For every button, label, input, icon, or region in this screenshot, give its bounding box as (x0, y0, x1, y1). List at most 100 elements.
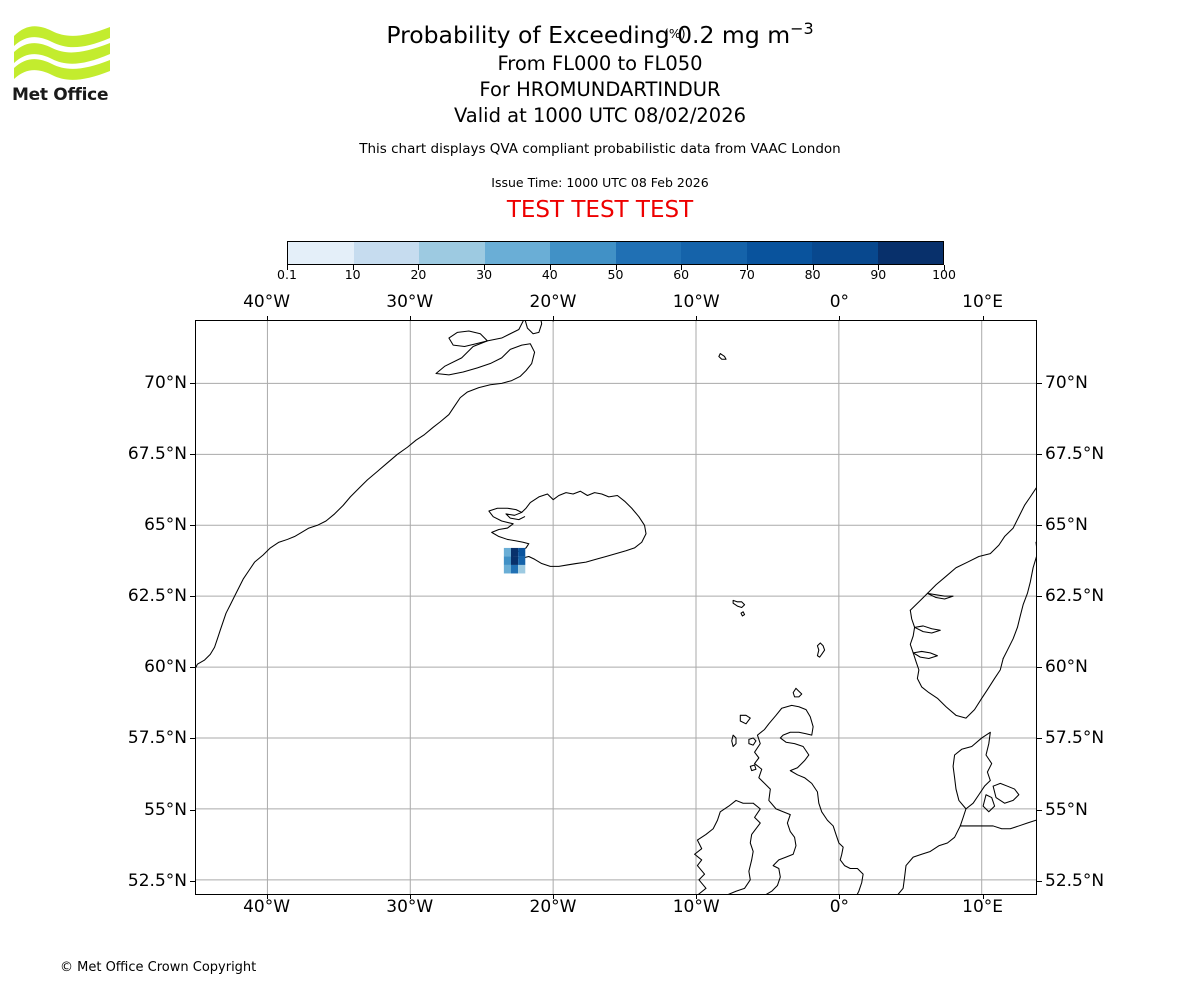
lon-tick-bottom (839, 895, 841, 899)
colorbar-band-5 (615, 242, 681, 264)
colorbar-tick (549, 265, 551, 270)
coastline-segment (524, 321, 543, 335)
lat-label-right: 52.5°N (1045, 870, 1105, 891)
coastline-segment (731, 734, 737, 748)
lat-label-left: 52.5°N (127, 870, 187, 891)
lat-label-left: 65°N (144, 514, 187, 535)
lon-tick-top (552, 316, 554, 320)
lat-tick-right (1037, 453, 1042, 455)
lon-tick-top (982, 316, 984, 320)
coastline-segment (694, 799, 761, 894)
coastline-segment (739, 714, 751, 725)
lon-tick-bottom (266, 895, 268, 899)
coastline-segment (952, 731, 993, 810)
plume-cell (511, 556, 519, 565)
colorbar-band-1 (353, 242, 419, 264)
lat-tick-left (190, 596, 195, 598)
lat-tick-left (190, 524, 195, 526)
coastline-segment (909, 609, 1004, 719)
lat-tick-right (1037, 738, 1042, 740)
colorbar-band-0 (288, 242, 354, 264)
lon-label-top: 30°W (386, 292, 434, 312)
lon-label-top: 20°W (529, 292, 577, 312)
lat-tick-left (190, 667, 195, 669)
coastline-segment (792, 687, 803, 698)
coastline-segment (912, 650, 938, 660)
lat-tick-right (1037, 880, 1042, 882)
issue-time: Issue Time: 1000 UTC 08 Feb 2026 (491, 175, 709, 190)
coastline-segment (1002, 541, 1036, 660)
colorbar-tick-labels: 0.1 10 20 30 40 50 60 70 80 90 100 (277, 267, 956, 285)
colorbar-ticks (287, 265, 945, 283)
colorbar-tick-label: 80 (804, 267, 821, 282)
coastline-segment (740, 611, 746, 617)
coastline-segment (718, 353, 727, 360)
plume-cell (511, 547, 519, 557)
coastline-segment (749, 764, 757, 772)
plume-cell (518, 556, 526, 565)
lon-label-bottom: 40°W (243, 897, 291, 917)
plume-cell (503, 564, 511, 574)
lat-tick-right (1037, 596, 1042, 598)
title-main-text: Probability of Exceeding 0.2 mg m (386, 21, 791, 49)
colorbar-tick-label: 30 (476, 267, 493, 282)
colorbar-band-7 (746, 242, 812, 264)
lat-tick-right (1037, 809, 1042, 811)
lat-tick-right (1037, 667, 1042, 669)
map-canvas (196, 321, 1036, 894)
lon-tick-bottom (409, 895, 411, 899)
colorbar-tick-label: 60 (673, 267, 690, 282)
colorbar-tick (746, 265, 748, 270)
plume-cell (503, 556, 511, 565)
map-plot-area[interactable] (195, 320, 1037, 895)
coastline-segment (748, 737, 757, 746)
coastline-segment (992, 782, 1020, 804)
colorbar-band-8 (812, 242, 878, 264)
coastline-segment (448, 330, 488, 348)
lat-tick-left (190, 382, 195, 384)
plume-cell (511, 564, 519, 574)
lon-label-bottom: 30°W (386, 897, 434, 917)
lat-tick-left (190, 809, 195, 811)
lon-tick-top (409, 316, 411, 320)
lat-tick-left (190, 738, 195, 740)
colorbar-band-2 (419, 242, 485, 264)
lat-label-right: 65°N (1045, 514, 1088, 535)
title-exponent: −3 (790, 19, 814, 39)
colorbar-tick-label: 0.1 (277, 267, 297, 282)
lon-label-bottom: 10°E (962, 897, 1004, 917)
colorbar-tick (944, 265, 945, 270)
colorbar-tick-label: 20 (410, 267, 427, 282)
coastline-segment (732, 599, 746, 609)
colorbar-tick-label: 40 (541, 267, 558, 282)
lon-label-bottom: 10°W (672, 897, 720, 917)
lat-tick-left (190, 453, 195, 455)
colorbar-tick (615, 265, 617, 270)
colorbar-tick-label: 50 (607, 267, 624, 282)
coastline-segment (196, 321, 536, 668)
lat-label-left: 60°N (144, 657, 187, 678)
lat-label-left: 55°N (144, 799, 187, 820)
colorbar-band-9 (877, 242, 943, 264)
colorbar-tick (418, 265, 420, 270)
colorbar-band-3 (484, 242, 550, 264)
coastline-segment (816, 642, 826, 658)
probability-colorbar: 0.1 10 20 30 40 50 60 70 80 90 100 (277, 241, 956, 282)
test-banner: TEST TEST TEST (506, 197, 694, 223)
lon-tick-bottom (552, 895, 554, 899)
lat-label-left: 57.5°N (127, 728, 187, 749)
lon-tick-top (696, 316, 698, 320)
coastline-segment (897, 825, 961, 894)
lon-label-top: 10°W (672, 292, 720, 312)
title-valid-time: Valid at 1000 UTC 08/02/2026 (453, 104, 747, 127)
colorbar-tick (878, 265, 880, 270)
colorbar-tick (352, 265, 354, 270)
colorbar-band-4 (550, 242, 616, 264)
title-location: For HROMUNDARTINDUR (479, 78, 721, 101)
coastline-segment (982, 794, 996, 813)
coastline-segment (914, 625, 941, 634)
lat-label-right: 60°N (1045, 657, 1088, 678)
qva-note: This chart displays QVA compliant probab… (359, 141, 841, 157)
lon-label-top: 40°W (243, 292, 291, 312)
lon-tick-top (839, 316, 841, 320)
